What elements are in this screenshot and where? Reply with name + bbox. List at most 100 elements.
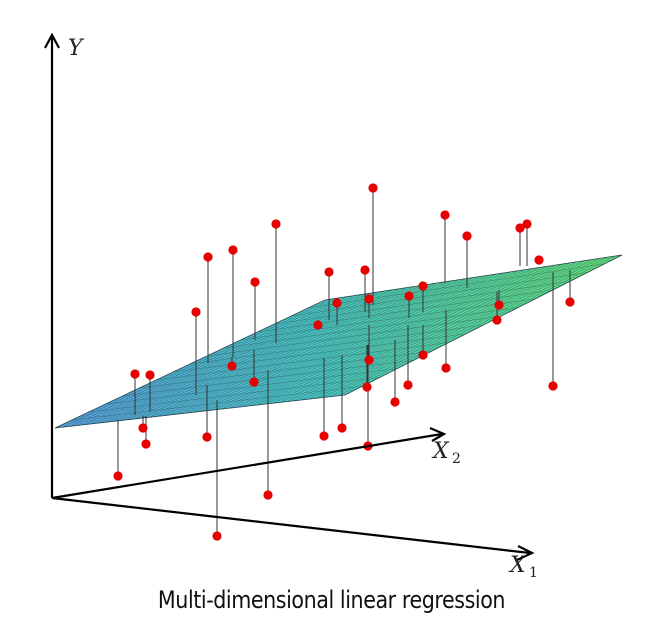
mesh-diagonal — [189, 290, 385, 365]
mesh-line — [274, 281, 571, 325]
x2-axis-label: X 2 — [431, 439, 461, 467]
data-point — [263, 490, 273, 500]
mesh-line — [330, 257, 608, 397]
mesh-line — [308, 260, 585, 400]
mesh-diagonal — [134, 269, 526, 420]
mesh-diagonal — [294, 333, 467, 402]
mesh-diagonal — [192, 260, 585, 413]
data-point — [403, 380, 413, 390]
mesh-diagonal — [265, 298, 536, 405]
mesh-diagonal — [163, 264, 556, 416]
mesh-diagonal — [257, 289, 553, 406]
axes — [44, 32, 535, 561]
mesh-line — [291, 272, 588, 317]
data-point — [368, 183, 378, 193]
mesh-line — [337, 255, 615, 397]
mesh-line — [265, 267, 541, 405]
data-point — [360, 265, 370, 275]
mesh-line — [344, 254, 623, 396]
mesh-diagonal — [286, 324, 484, 402]
mesh-line — [315, 259, 593, 399]
data-point — [212, 531, 222, 541]
mesh-diagonal — [120, 271, 511, 421]
mesh-diagonal — [170, 263, 563, 416]
data-point — [440, 210, 450, 220]
mesh-line — [163, 282, 437, 416]
mesh-line — [62, 298, 333, 428]
mesh-diagonal — [76, 278, 467, 426]
data-point — [548, 381, 558, 391]
mesh-line — [173, 333, 467, 373]
mesh-line — [156, 284, 430, 417]
data-point — [534, 255, 544, 265]
data-point — [202, 432, 212, 442]
data-point — [494, 300, 504, 310]
mesh-line — [54, 299, 326, 429]
data-point — [319, 431, 329, 441]
data-point — [138, 423, 148, 433]
data-point — [515, 223, 525, 233]
mesh-line — [228, 272, 504, 409]
mesh-line — [54, 394, 346, 429]
data-point — [404, 291, 414, 301]
mesh-diagonal — [214, 257, 608, 411]
data-point — [249, 377, 259, 387]
mesh-line — [105, 368, 397, 405]
mesh-line — [178, 280, 452, 415]
mesh-line — [69, 297, 340, 427]
mesh-diagonal — [315, 359, 415, 399]
y-axis-label: Y — [68, 36, 85, 61]
data-point — [130, 369, 140, 379]
data-point — [250, 277, 260, 287]
mesh-line — [207, 276, 482, 411]
mesh-diagonal — [330, 377, 380, 397]
mesh-line — [170, 281, 444, 416]
mesh-diagonal — [236, 263, 605, 408]
plane-surface — [54, 254, 623, 429]
mesh-diagonal — [240, 294, 363, 341]
x1-axis-label-subscript: 1 — [529, 565, 538, 581]
mesh-line — [83, 295, 355, 425]
x1-axis-label-main: X — [508, 553, 527, 578]
mesh-diagonal — [206, 291, 378, 357]
mesh-diagonal — [139, 287, 407, 389]
x1-axis-line — [51, 496, 531, 555]
mesh-diagonal — [54, 281, 444, 429]
data-point — [418, 350, 428, 360]
x2-axis-label-subscript: 2 — [452, 451, 461, 467]
data-point — [522, 219, 532, 229]
mesh-line — [236, 271, 511, 408]
mesh-diagonal — [228, 254, 623, 409]
mesh-line — [156, 342, 449, 381]
x2-axis-label-main: X — [431, 439, 450, 464]
data-point — [418, 281, 428, 291]
mesh-line — [134, 287, 407, 420]
mesh-diagonal — [149, 267, 541, 418]
mesh-line — [88, 377, 380, 413]
data-point — [203, 252, 213, 262]
mesh-diagonal — [207, 258, 600, 411]
x1-axis-label: X 1 — [508, 553, 538, 581]
data-point — [364, 355, 374, 365]
mesh-diagonal — [156, 288, 400, 381]
mesh-line — [91, 294, 363, 425]
data-points — [113, 183, 575, 541]
mesh-line — [286, 263, 563, 402]
mesh-line — [185, 279, 459, 414]
data-point — [227, 361, 237, 371]
data-point — [113, 471, 123, 481]
mesh-diagonal — [223, 293, 370, 349]
x2-axis-arrow — [429, 426, 447, 442]
mesh-diagonal — [221, 255, 615, 410]
mesh-line — [127, 288, 400, 420]
mesh-line — [98, 293, 370, 424]
mesh-line — [139, 351, 432, 389]
mesh-line — [149, 285, 422, 418]
mesh-diagonal — [156, 266, 548, 417]
data-point — [565, 297, 575, 307]
mesh-line — [199, 277, 474, 412]
mesh-diagonal — [250, 281, 571, 406]
data-point — [145, 370, 155, 380]
mesh-line — [272, 266, 548, 404]
mesh-diagonal — [62, 280, 452, 428]
